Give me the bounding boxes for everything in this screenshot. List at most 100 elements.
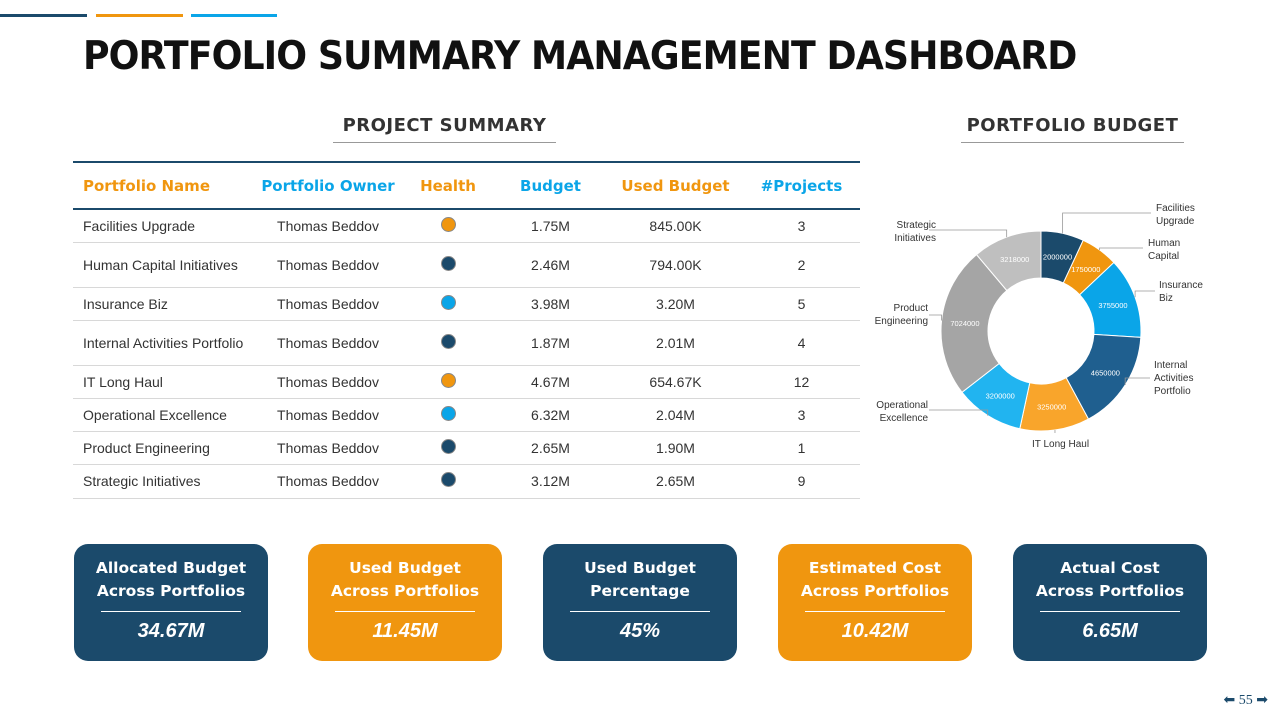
owner-cell: Thomas Beddov [253,398,403,432]
legend-label: Internal Activities Portfolio [1154,360,1194,397]
name-cell: Strategic Initiatives [73,464,253,499]
health-cell [403,287,493,321]
kpi-card-title: Allocated Budget Across Portfolios [95,559,247,600]
owner-cell: Thomas Beddov [253,242,403,288]
budget-cell: 1.87M [493,320,608,366]
page-number-text: 55 [1238,693,1253,708]
health-cell [403,464,493,499]
project-summary-heading: PROJECT SUMMARY [333,115,556,143]
slice-value-label: 3200000 [986,392,1015,401]
projects-cell: 3 [743,398,860,432]
table-row: IT Long Haul Thomas Beddov 4.67M 654.67K 12 [73,365,860,399]
portfolio-budget-donut: 2000000 1750000 3755000 4650000 3250000 32000… [929,212,1155,433]
kpi-card-value: 6.65M [1082,620,1138,642]
projects-cell: 3 [743,209,860,243]
name-cell: Human Capital Initiatives [73,242,253,288]
health-cell [403,242,493,288]
kpi-card-title: Used Budget Across Portfolios [330,559,480,600]
divider [570,611,710,612]
column-header: Portfolio Owner [253,162,403,210]
used-cell: 3.20M [608,287,743,321]
budget-cell: 4.67M [493,365,608,399]
prev-arrow-icon[interactable]: ⬅ [1223,693,1236,708]
owner-cell: Thomas Beddov [253,287,403,321]
health-cell [403,209,493,243]
name-cell: Insurance Biz [73,287,253,321]
name-cell: Product Engineering [73,431,253,465]
kpi-card: Estimated Cost Across Portfolios 10.42M [778,544,972,661]
portfolio-budget-heading: PORTFOLIO BUDGET [961,115,1184,143]
leader-line [1124,377,1150,385]
table-row: Product Engineering Thomas Beddov 2.65M 1.9… [73,431,860,465]
health-indicator-icon [440,372,456,388]
accent-line-orange [96,14,183,17]
table-row: Strategic Initiatives Thomas Beddov 3.12M 2… [73,464,860,499]
slice-value-label: 1750000 [1071,265,1100,274]
divider [335,611,475,612]
divider [1040,611,1180,612]
leader-line [1099,247,1143,250]
used-cell: 1.90M [608,431,743,465]
used-cell: 654.67K [608,365,743,399]
kpi-card-title: Actual Cost Across Portfolios [1035,559,1185,600]
page-number: ⬅ 55 ➡ [1224,692,1268,709]
used-cell: 845.00K [608,209,743,243]
name-cell: Operational Excellence [73,398,253,432]
leader-line [929,229,1008,238]
legend-label: Strategic Initiatives [894,220,936,244]
slice-value-label: 3218000 [1000,255,1029,264]
donut-slice [940,253,1008,394]
used-cell: 2.04M [608,398,743,432]
name-cell: Internal Activities Portfolio [73,320,253,366]
slice-value-label: 4650000 [1091,368,1120,377]
table-row: Facilities Upgrade Thomas Beddov 1.75M 845.… [73,209,860,243]
legend-label: Operational Excellence [876,400,928,424]
owner-cell: Thomas Beddov [253,320,403,366]
projects-cell: 2 [743,242,860,288]
health-cell [403,365,493,399]
health-cell [403,398,493,432]
slice-value-label: 3755000 [1098,301,1127,310]
leader-line [929,409,989,416]
leader-line [1134,290,1155,298]
name-cell: Facilities Upgrade [73,209,253,243]
health-indicator-icon [440,294,456,310]
kpi-card-value: 34.67M [137,620,205,642]
kpi-card-title: Used Budget Percentage [584,559,696,600]
legend-label: Facilities Upgrade [1156,203,1195,227]
kpi-card: Allocated Budget Across Portfolios 34.67M [74,544,268,661]
divider [101,611,241,612]
kpi-card: Used Budget Percentage 45% [543,544,737,661]
projects-cell: 12 [743,365,860,399]
health-indicator-icon [440,438,456,454]
used-cell: 2.65M [608,464,743,499]
legend-label: Human Capital [1148,238,1181,262]
kpi-card-title: Estimated Cost Across Portfolios [800,559,950,600]
accent-line-blue [191,14,277,17]
project-summary-table: Portfolio Name Portfolio Owner Health Budge… [73,161,860,499]
column-header: Health [403,162,493,210]
budget-cell: 2.46M [493,242,608,288]
budget-cell: 2.65M [493,431,608,465]
budget-cell: 6.32M [493,398,608,432]
kpi-card: Actual Cost Across Portfolios 6.65M [1013,544,1207,661]
column-header: Portfolio Name [73,162,253,210]
leader-line [929,314,942,321]
projects-cell: 5 [743,287,860,321]
legend-label: IT Long Haul [1032,439,1090,450]
health-indicator-icon [440,472,456,487]
health-indicator-icon [440,333,456,349]
legend-label: Product Engineering [874,303,928,327]
slice-value-label: 3250000 [1037,403,1066,412]
divider [805,611,945,612]
health-indicator-icon [440,216,456,232]
table-row: Insurance Biz Thomas Beddov 3.98M 3.20M 5 [73,287,860,321]
table-row: Operational Excellence Thomas Beddov 6.32M… [73,398,860,432]
health-cell [403,431,493,465]
projects-cell: 4 [743,320,860,366]
next-arrow-icon[interactable]: ➡ [1256,693,1268,708]
page-title: PORTFOLIO SUMMARY MANAGEMENT DASHBOARD [83,34,1077,79]
health-indicator-icon [440,255,456,271]
kpi-card-value: 45% [619,620,661,642]
projects-cell: 9 [743,464,860,499]
